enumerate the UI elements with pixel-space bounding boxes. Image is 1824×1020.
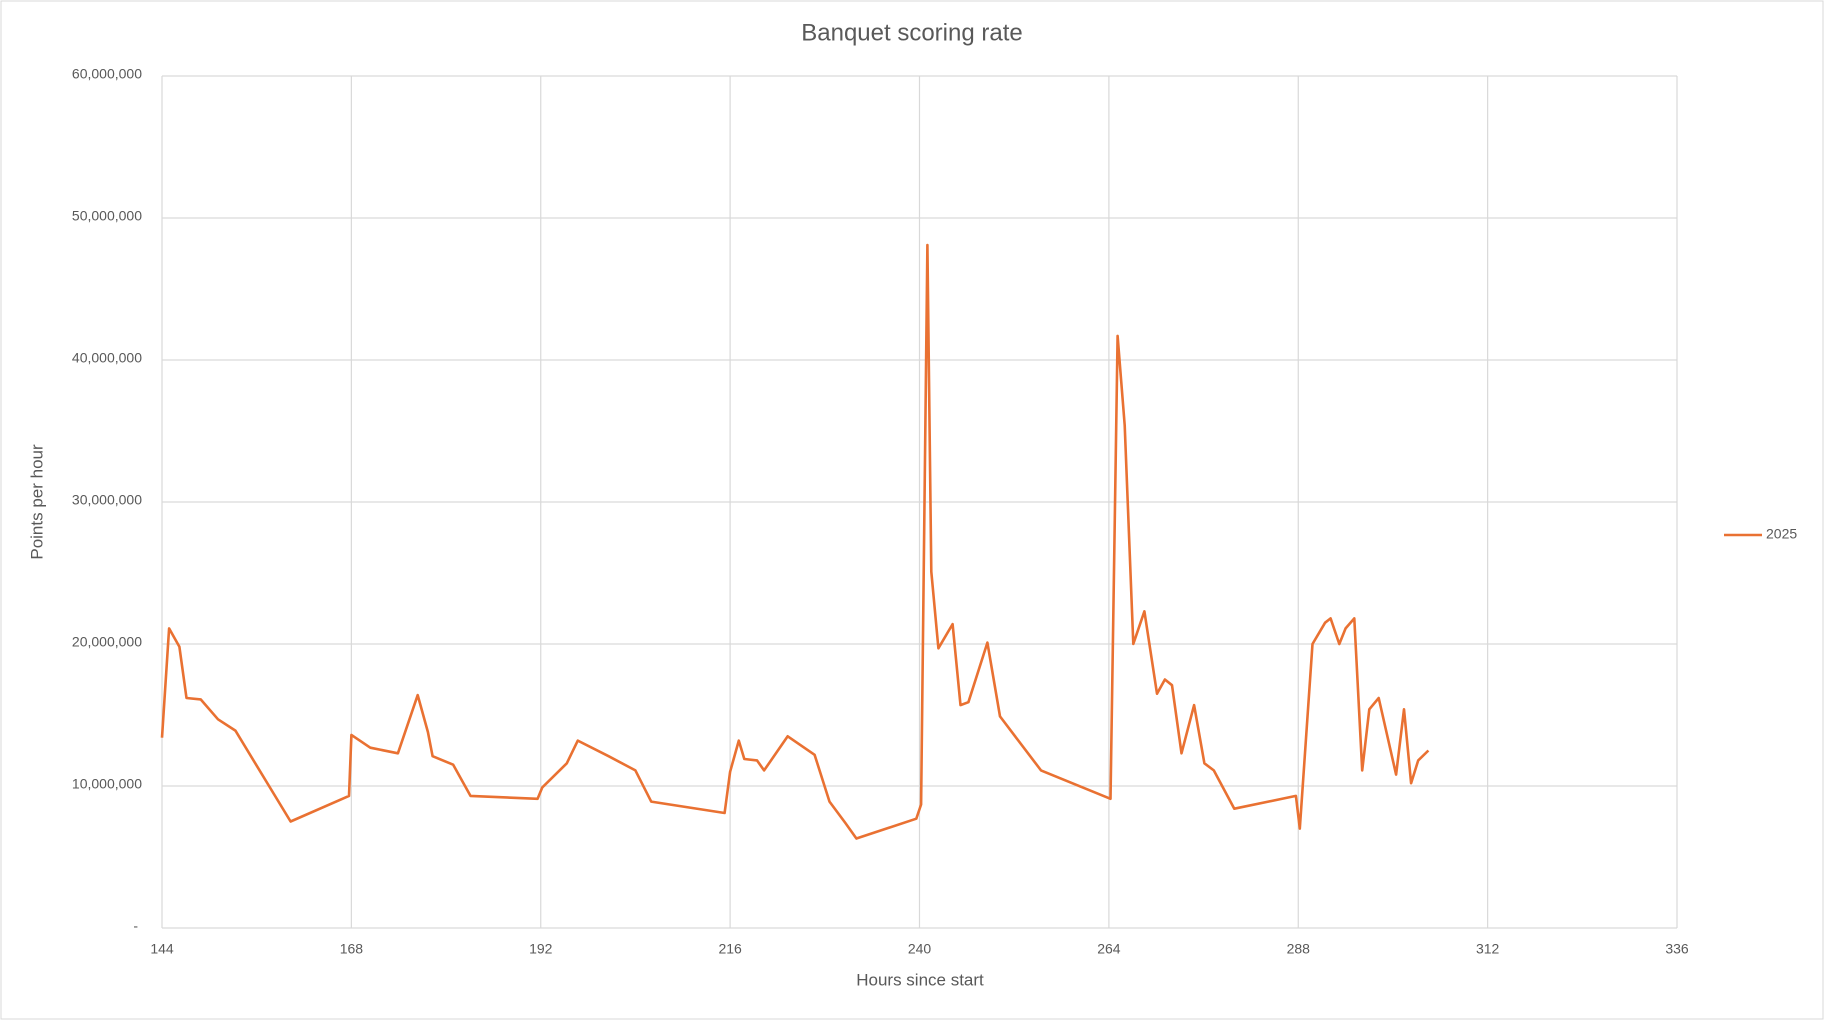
y-tick-label: 40,000,000 (72, 350, 142, 366)
y-tick-label: 60,000,000 (72, 66, 142, 82)
y-axis-title: Points per hour (27, 444, 46, 560)
x-tick-label: 144 (150, 941, 174, 957)
legend-label: 2025 (1766, 526, 1797, 542)
x-tick-label: 264 (1097, 941, 1121, 957)
x-tick-label: 312 (1476, 941, 1500, 957)
x-tick-label: 168 (340, 941, 364, 957)
chart-title: Banquet scoring rate (801, 19, 1022, 46)
x-axis-title: Hours since start (856, 970, 984, 989)
x-tick-label: 192 (529, 941, 553, 957)
y-tick-label: 30,000,000 (72, 492, 142, 508)
x-tick-label: 216 (718, 941, 742, 957)
x-tick-label: 240 (908, 941, 932, 957)
y-tick-label: 20,000,000 (72, 634, 142, 650)
x-tick-label: 288 (1287, 941, 1311, 957)
y-tick-label: 10,000,000 (72, 776, 142, 792)
x-tick-label: 336 (1665, 941, 1689, 957)
series-line (160, 243, 1430, 840)
y-tick-label: 50,000,000 (72, 208, 142, 224)
y-tick-label: - (133, 918, 138, 934)
